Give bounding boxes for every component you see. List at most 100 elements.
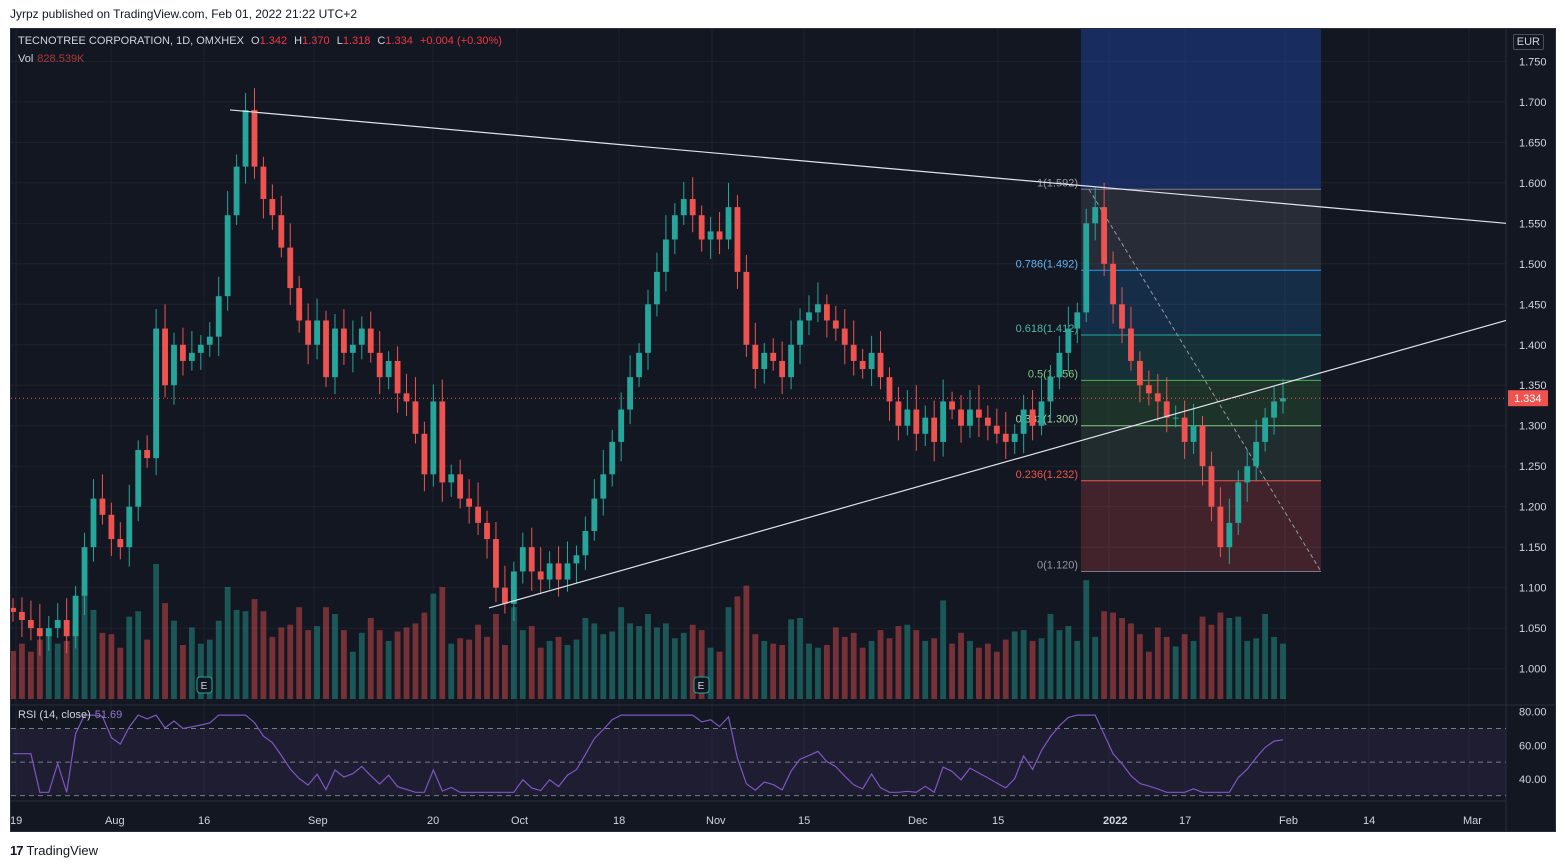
volume-bar	[528, 626, 535, 699]
candle-body	[725, 207, 732, 240]
candle-body	[1244, 466, 1251, 483]
volume-bar	[296, 607, 303, 699]
time-tick-label: 2022	[1103, 815, 1127, 827]
volume-bar	[242, 611, 249, 699]
volume-bar	[224, 586, 231, 699]
volume-bar	[832, 627, 839, 699]
fib-zone	[1081, 335, 1321, 381]
candle-body	[180, 344, 186, 361]
candle-body	[949, 401, 955, 410]
candle-body	[967, 409, 973, 426]
volume-bar	[448, 643, 455, 699]
candle-body	[555, 563, 562, 580]
candle-body	[269, 199, 276, 216]
volume-bar	[895, 626, 902, 699]
earnings-marker	[196, 676, 213, 694]
candle-body	[993, 425, 1000, 434]
tradingview-logo-icon: 17	[10, 843, 24, 858]
volume-bar	[958, 632, 964, 699]
price-tick-label: 1.150	[1519, 542, 1547, 554]
chart-frame[interactable]: 1.000 1.050 1.100 1.150 1.200 1.250 1.300 1.350…	[10, 28, 1556, 832]
candle-body	[457, 474, 464, 499]
h-label: H	[294, 35, 303, 47]
price-tick-label: 1.500	[1519, 259, 1547, 271]
candle-body	[251, 109, 258, 167]
price-tick-label: 1.400	[1519, 340, 1547, 352]
candle-body	[743, 271, 750, 345]
volume-bar	[1154, 627, 1161, 699]
volume-bar	[922, 640, 929, 699]
c-label: C	[377, 35, 386, 47]
volume-bar	[1271, 636, 1277, 699]
volume-bar	[358, 632, 365, 699]
candle-body	[305, 320, 312, 345]
volume-bar	[645, 613, 651, 699]
candle-body	[519, 547, 526, 572]
volume-bar	[1208, 624, 1215, 699]
volume-bar	[11, 651, 16, 699]
fib-level-label: 0.618(1.412)	[1016, 323, 1078, 335]
candle-body	[475, 506, 481, 523]
candle-body	[636, 352, 642, 378]
candle-body	[448, 474, 455, 483]
time-tick-label: 17	[1179, 815, 1191, 827]
open-value: 1.342	[259, 35, 288, 47]
candle-body	[323, 320, 329, 378]
fib-level-label: 0.236(1.232)	[1016, 469, 1078, 481]
volume-bar	[1128, 623, 1134, 699]
price-tick-label: 1.650	[1519, 137, 1547, 149]
volume-bar	[1136, 634, 1143, 699]
candle-body	[618, 409, 625, 442]
volume-bar	[188, 627, 195, 699]
candle-body	[940, 401, 947, 442]
price-tick-label: 1.600	[1519, 178, 1547, 190]
time-tick-label: 18	[613, 815, 625, 827]
volume-bar	[931, 638, 938, 699]
volume-bar	[841, 636, 848, 699]
time-tick-label: 16	[198, 815, 210, 827]
candle-body	[1065, 328, 1072, 353]
candle-body	[815, 304, 821, 313]
currency-badge[interactable]: EUR	[1512, 34, 1544, 50]
volume-bar	[582, 618, 589, 699]
volume-bar	[1074, 640, 1081, 699]
volume-bar	[850, 632, 857, 699]
symbol-title: TECNOTREE CORPORATION, 1D, OMXHEX	[18, 35, 244, 47]
volume-bar	[341, 630, 347, 699]
volume-bar	[278, 627, 285, 699]
volume-bar	[466, 639, 473, 699]
candle-body	[1226, 522, 1233, 548]
volume-bar	[171, 620, 177, 699]
rsi-tick-label: 40.00	[1519, 774, 1547, 786]
price-chart-svg[interactable]: 1.000 1.050 1.100 1.150 1.200 1.250 1.300 1.350…	[11, 29, 1556, 832]
volume-bar	[815, 647, 821, 699]
candle-body	[1110, 263, 1116, 305]
fib-level-label: 0(1.120)	[1037, 559, 1078, 571]
rsi-legend: RSI (14, close) 51.69	[18, 709, 122, 721]
candle-body	[662, 239, 669, 272]
candle-body	[126, 506, 133, 548]
price-tick-label: 1.100	[1519, 583, 1547, 595]
volume-bar	[72, 624, 79, 699]
current-price-badge	[1508, 390, 1548, 407]
candle-body	[913, 409, 920, 434]
fib-level-label: 0.786(1.492)	[1016, 258, 1078, 270]
candle-body	[806, 312, 812, 321]
time-tick-label: Aug	[105, 815, 125, 827]
candle-body	[54, 620, 61, 629]
volume-bar	[180, 645, 186, 699]
earnings-marker	[693, 676, 710, 694]
candle-body	[90, 498, 97, 548]
volume-bar	[323, 607, 329, 699]
l-label: L	[336, 35, 343, 47]
volume-label: Vol	[18, 53, 34, 65]
volume-bar	[19, 643, 25, 699]
volume-bar	[197, 643, 204, 699]
candle-body	[591, 498, 598, 531]
candle-body	[600, 474, 607, 499]
trendline	[488, 319, 1507, 609]
footer: 17 TradingView	[10, 843, 98, 858]
candle-body	[385, 360, 392, 378]
candle-body	[1020, 409, 1027, 434]
publisher-line: Jyrpz published on TradingView.com, Feb …	[10, 7, 357, 21]
